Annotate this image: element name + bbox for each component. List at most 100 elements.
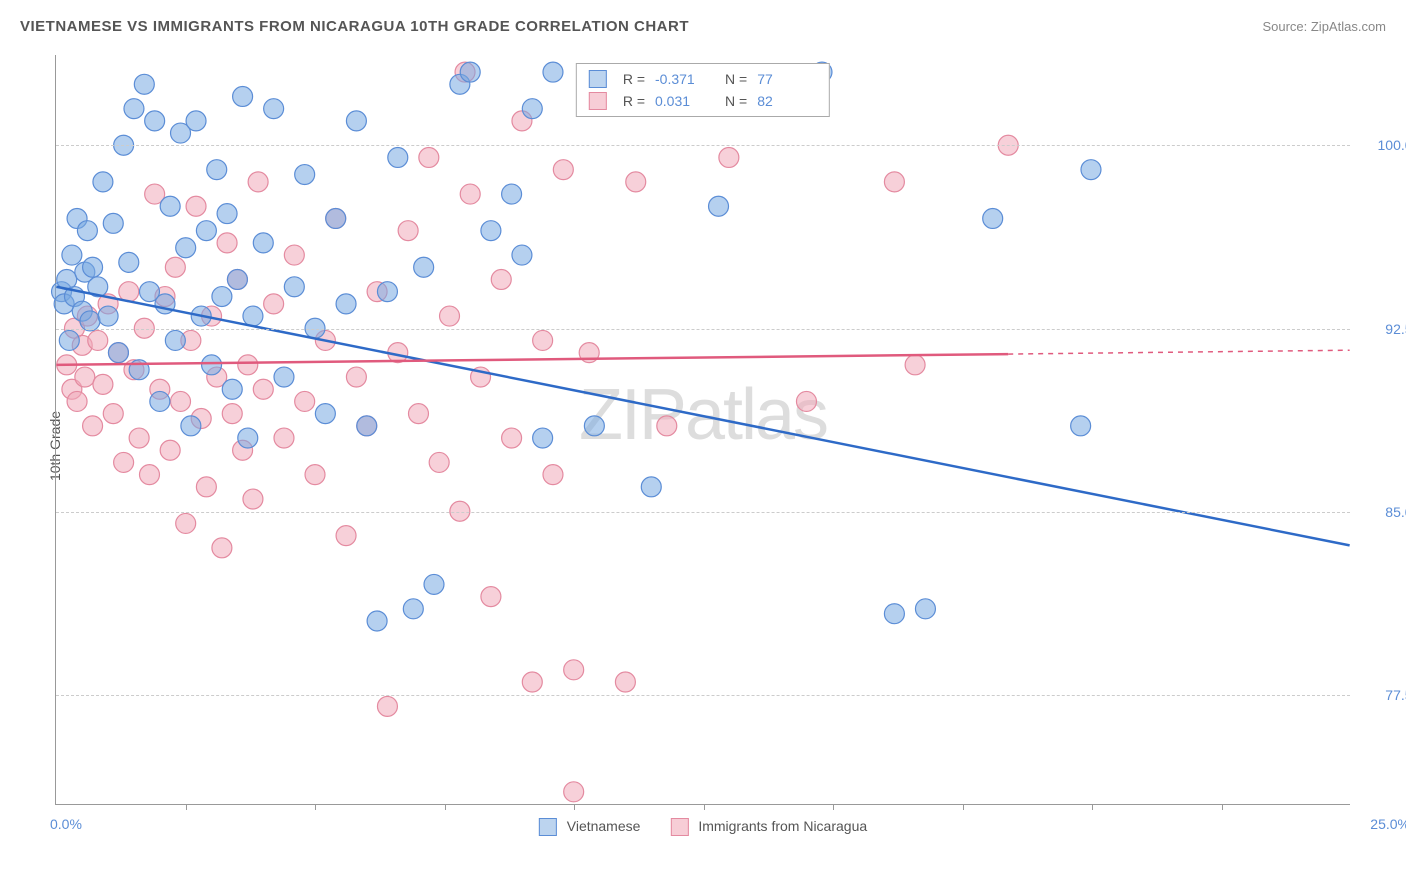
scatter-point	[564, 782, 584, 802]
scatter-point	[264, 99, 284, 119]
scatter-point	[295, 391, 315, 411]
scatter-point	[1071, 416, 1091, 436]
scatter-point	[196, 221, 216, 241]
grid-line-h	[56, 329, 1350, 330]
scatter-point	[884, 172, 904, 192]
x-tick	[1092, 804, 1093, 810]
legend-label-b: Immigrants from Nicaragua	[698, 818, 867, 834]
scatter-point	[284, 245, 304, 265]
scatter-point	[238, 355, 258, 375]
scatter-point	[398, 221, 418, 241]
scatter-point	[202, 355, 222, 375]
scatter-point	[983, 208, 1003, 228]
scatter-point	[129, 428, 149, 448]
x-tick	[574, 804, 575, 810]
scatter-point	[346, 111, 366, 131]
scatter-point	[615, 672, 635, 692]
stats-r-label: R =	[623, 93, 645, 109]
scatter-point	[553, 160, 573, 180]
x-tick	[704, 804, 705, 810]
scatter-point	[88, 330, 108, 350]
scatter-point	[719, 147, 739, 167]
scatter-point	[145, 111, 165, 131]
scatter-point	[346, 367, 366, 387]
scatter-point	[1081, 160, 1101, 180]
scatter-point	[512, 245, 532, 265]
trend-line-series-b-dashed	[1008, 350, 1349, 354]
swatch-series-b-icon	[589, 92, 607, 110]
x-tick	[315, 804, 316, 810]
legend-label-a: Vietnamese	[567, 818, 641, 834]
scatter-point	[186, 111, 206, 131]
scatter-point	[150, 391, 170, 411]
stats-n-label: N =	[725, 93, 747, 109]
chart-container: VIETNAMESE VS IMMIGRANTS FROM NICARAGUA …	[0, 0, 1406, 892]
scatter-point	[414, 257, 434, 277]
y-tick-label: 77.5%	[1360, 687, 1406, 703]
legend-item-a: Vietnamese	[539, 818, 641, 836]
trend-line-series-b-solid	[56, 354, 1008, 365]
grid-line-h	[56, 512, 1350, 513]
scatter-point	[491, 269, 511, 289]
scatter-point	[83, 257, 103, 277]
legend-item-b: Immigrants from Nicaragua	[670, 818, 867, 836]
scatter-point	[83, 416, 103, 436]
scatter-point	[93, 374, 113, 394]
stats-row-series-b: R = 0.031 N = 82	[589, 90, 817, 112]
scatter-point	[657, 416, 677, 436]
legend-swatch-b-icon	[670, 818, 688, 836]
scatter-point	[460, 62, 480, 82]
scatter-point	[274, 428, 294, 448]
scatter-point	[315, 404, 335, 424]
swatch-series-a-icon	[589, 70, 607, 88]
scatter-point	[429, 452, 449, 472]
scatter-point	[253, 379, 273, 399]
scatter-point	[522, 672, 542, 692]
scatter-point	[481, 587, 501, 607]
x-tick	[445, 804, 446, 810]
scatter-point	[481, 221, 501, 241]
stats-n-label: N =	[725, 71, 747, 87]
scatter-point	[905, 355, 925, 375]
scatter-point	[181, 416, 201, 436]
scatter-point	[165, 330, 185, 350]
grid-line-h	[56, 695, 1350, 696]
scatter-point	[238, 428, 258, 448]
scatter-point	[103, 213, 123, 233]
scatter-point	[171, 391, 191, 411]
x-tick	[963, 804, 964, 810]
scatter-point	[75, 367, 95, 387]
scatter-point	[114, 452, 134, 472]
scatter-point	[284, 277, 304, 297]
scatter-point	[139, 465, 159, 485]
scatter-point	[460, 184, 480, 204]
scatter-point	[533, 428, 553, 448]
scatter-point	[533, 330, 553, 350]
scatter-point	[59, 330, 79, 350]
scatter-point	[124, 99, 144, 119]
scatter-point	[196, 477, 216, 497]
scatter-point	[408, 404, 428, 424]
stats-r-value-a: -0.371	[655, 71, 715, 87]
scatter-point	[295, 165, 315, 185]
x-tick	[833, 804, 834, 810]
scatter-point	[217, 233, 237, 253]
scatter-point	[119, 252, 139, 272]
scatter-point	[160, 440, 180, 460]
scatter-point	[93, 172, 113, 192]
scatter-point	[248, 172, 268, 192]
scatter-point	[641, 477, 661, 497]
stats-r-value-b: 0.031	[655, 93, 715, 109]
scatter-point	[502, 184, 522, 204]
scatter-point	[243, 489, 263, 509]
scatter-point	[564, 660, 584, 680]
scatter-point	[77, 221, 97, 241]
scatter-point	[522, 99, 542, 119]
scatter-point	[103, 404, 123, 424]
scatter-point	[326, 208, 346, 228]
y-tick-label: 92.5%	[1360, 321, 1406, 337]
legend-swatch-a-icon	[539, 818, 557, 836]
scatter-point	[336, 294, 356, 314]
chart-title: VIETNAMESE VS IMMIGRANTS FROM NICARAGUA …	[20, 18, 689, 35]
stats-legend-box: R = -0.371 N = 77 R = 0.031 N = 82	[576, 63, 830, 117]
